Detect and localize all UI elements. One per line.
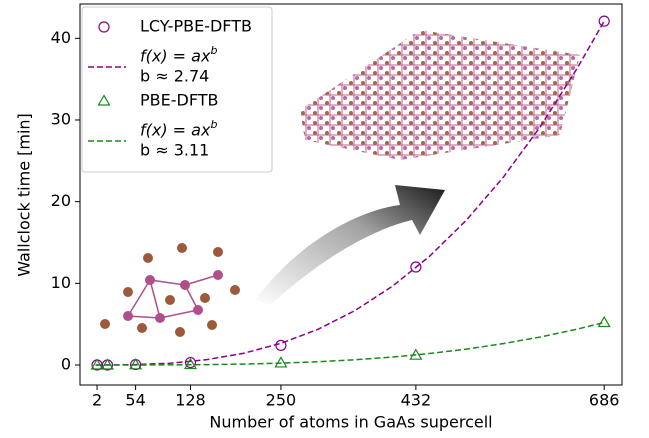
y-tick-label: 0 [61,354,71,373]
data-point [184,356,197,369]
legend-marker [97,94,111,106]
data-point [90,358,104,370]
data-point [598,15,610,27]
x-tick-label: 686 [589,391,620,410]
plot-frame [79,3,623,386]
legend-label: LCY-PBE-DFTB [140,17,252,36]
legend-label: f(x) = axb [140,44,217,66]
y-axis-label: Wallclock time [min] [15,113,34,277]
y-tick-label: 10 [51,273,71,292]
x-tick-label: 250 [266,391,297,410]
legend-label: PBE-DFTB [140,91,219,110]
data-point [100,358,114,370]
x-tick-label: 54 [125,391,145,410]
data-point [597,315,611,328]
legend-marker [98,21,110,33]
legend [81,6,273,173]
x-tick-label: 128 [175,391,206,410]
x-tick-label: 2 [92,391,102,410]
y-tick-label: 40 [51,28,71,47]
legend-label: f(x) = axb [140,118,217,140]
fit-line [95,20,605,366]
data-point [274,356,288,368]
y-tick-label: 30 [51,109,71,128]
data-point [410,261,422,273]
data-point [275,339,287,351]
legend-annotation: b ≈ 3.11 [140,141,209,160]
x-tick-label: 432 [401,391,432,410]
x-axis-label: Number of atoms in GaAs supercell [209,413,492,432]
data-point [183,357,198,370]
decoration [100,30,580,337]
legend-annotation: b ≈ 2.74 [140,67,209,86]
fit-line [95,321,605,366]
data-point [409,348,423,360]
y-tick-label: 20 [51,191,71,210]
data-point [129,358,143,370]
